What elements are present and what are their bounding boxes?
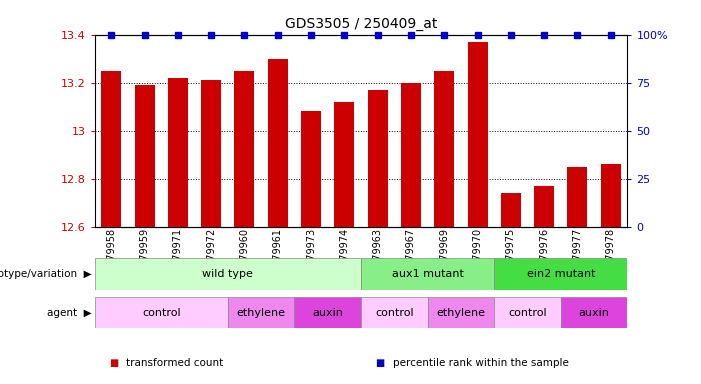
Bar <box>135 85 154 227</box>
Bar <box>401 83 421 227</box>
Text: ethylene: ethylene <box>437 308 485 318</box>
Text: ■: ■ <box>109 358 118 368</box>
Title: GDS3505 / 250409_at: GDS3505 / 250409_at <box>285 17 437 31</box>
Text: transformed count: transformed count <box>126 358 224 368</box>
Bar <box>168 78 188 227</box>
Bar <box>567 167 587 227</box>
Text: aux1 mutant: aux1 mutant <box>392 269 463 279</box>
Text: auxin: auxin <box>312 308 343 318</box>
Text: wild type: wild type <box>203 269 253 279</box>
Text: control: control <box>508 308 547 318</box>
Bar <box>95 297 228 328</box>
Bar <box>101 71 121 227</box>
Bar <box>494 258 627 290</box>
Text: genotype/variation  ▶: genotype/variation ▶ <box>0 269 91 279</box>
Text: agent  ▶: agent ▶ <box>46 308 91 318</box>
Bar <box>601 164 620 227</box>
Bar <box>368 90 388 227</box>
Bar <box>228 297 294 328</box>
Text: ethylene: ethylene <box>237 308 285 318</box>
Bar <box>201 80 222 227</box>
Text: control: control <box>142 308 181 318</box>
Bar <box>268 58 288 227</box>
Bar <box>428 297 494 328</box>
Bar <box>361 258 494 290</box>
Bar <box>561 297 627 328</box>
Bar <box>294 297 361 328</box>
Text: ein2 mutant: ein2 mutant <box>526 269 595 279</box>
Bar <box>501 193 521 227</box>
Bar <box>494 297 561 328</box>
Bar <box>301 111 321 227</box>
Text: control: control <box>375 308 414 318</box>
Bar <box>435 71 454 227</box>
Bar <box>468 42 487 227</box>
Bar <box>361 297 428 328</box>
Bar <box>234 71 254 227</box>
Text: percentile rank within the sample: percentile rank within the sample <box>393 358 569 368</box>
Text: ■: ■ <box>375 358 384 368</box>
Bar <box>95 258 361 290</box>
Text: auxin: auxin <box>578 308 610 318</box>
Bar <box>534 186 554 227</box>
Bar <box>334 102 355 227</box>
